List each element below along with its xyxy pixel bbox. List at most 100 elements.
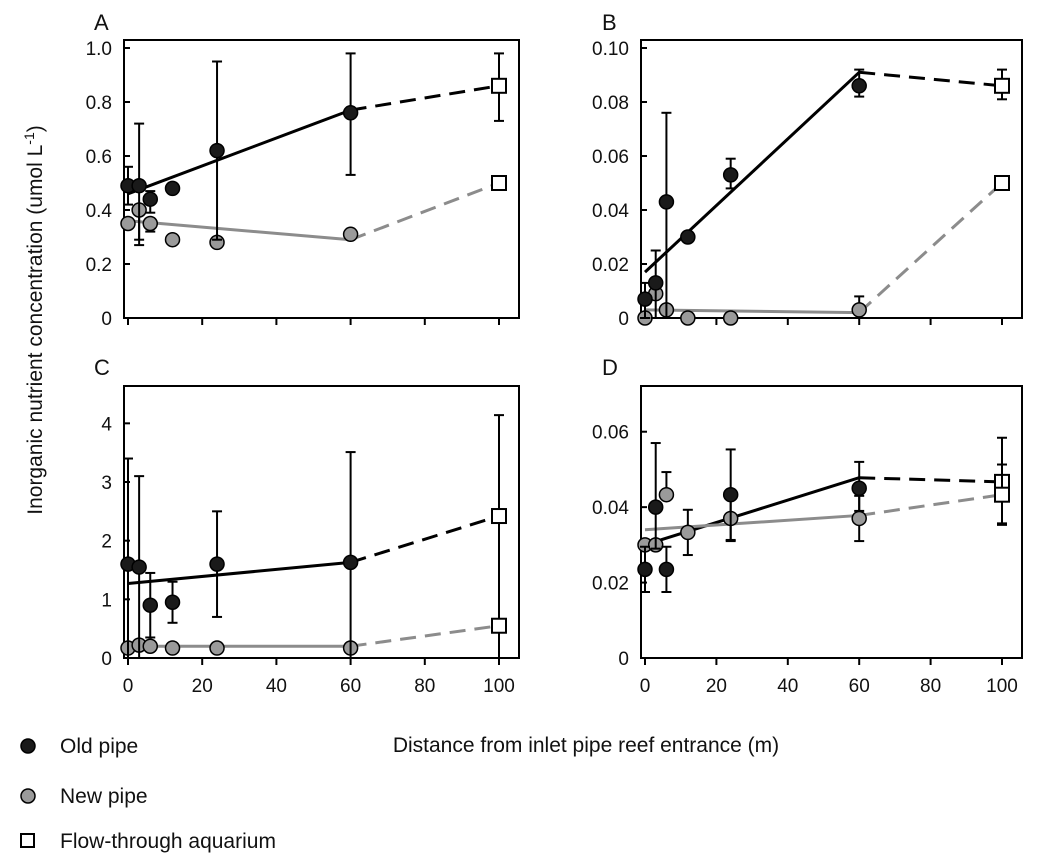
panel-letter-a: A (94, 10, 109, 35)
old-pipe-trend-line (127, 560, 351, 585)
aquarium-series (491, 52, 507, 191)
legend-old-pipe-marker (20, 738, 36, 754)
old-pipe-trend-line (644, 476, 860, 547)
new-pipe-point (722, 310, 739, 326)
aquarium-point (491, 617, 507, 634)
new-pipe-point (142, 638, 159, 655)
panel-a: A 0 0.2 0.4 0.6 0.8 1.0 (86, 10, 520, 330)
legend-new-pipe-label: New pipe (60, 785, 148, 808)
y-axis-title: Inorganic nutrient concentration (umol L… (21, 125, 47, 515)
old-pipe-point (164, 594, 181, 611)
y-tick-label: 0.6 (86, 147, 112, 168)
x-tick-label: 80 (920, 676, 941, 697)
old-pipe-point (637, 561, 653, 578)
y-tick-label: 1 (101, 590, 112, 611)
y-tick-label: 4 (101, 414, 112, 435)
y-tick-label: 0.04 (592, 201, 629, 222)
plot-frame (123, 39, 520, 319)
y-tick-label: 0.8 (86, 93, 112, 114)
old-pipe-point (209, 142, 225, 159)
y-tick-label: 2 (101, 532, 112, 553)
old-pipe-point (722, 167, 739, 183)
y-axis-title-main: Inorganic nutrient concentration (umol L (24, 145, 47, 515)
y-tick-label: 1.0 (86, 39, 112, 60)
old-pipe-dashed-line (859, 476, 1003, 484)
new-pipe-point (680, 310, 696, 326)
new-pipe-point (209, 640, 225, 656)
x-tick-label: 20 (192, 676, 213, 697)
old-pipe-point (647, 499, 664, 515)
new-pipe-series (637, 285, 867, 326)
new-pipe-point (680, 524, 696, 541)
old-pipe-point (647, 275, 664, 291)
y-tick-label: 0.06 (592, 423, 629, 444)
old-pipe-point (680, 229, 696, 245)
new-pipe-point (658, 486, 675, 503)
plot-frame (640, 39, 1023, 319)
x-tick-label: 0 (640, 676, 651, 697)
old-pipe-dashed-line (859, 70, 1003, 88)
new-pipe-dashed-line (858, 493, 1003, 517)
y-tick-label: 0.06 (592, 147, 629, 168)
aquarium-point (994, 486, 1010, 503)
y-tick-label: 3 (101, 473, 112, 494)
old-pipe-trend-line (643, 71, 861, 274)
y-tick-label: 0 (618, 649, 629, 670)
old-pipe-point (637, 291, 653, 307)
plot-frame (640, 385, 1023, 659)
x-tick-label: 60 (849, 676, 870, 697)
chart-panels: A 0 0.2 0.4 0.6 0.8 1.0 B 0 0.02 0.04 0.06 0.08 0.10 C… (86, 10, 1023, 697)
new-pipe-point (120, 215, 136, 232)
panel-b: B 0 0.02 0.04 0.06 0.08 0.10 (592, 10, 1023, 330)
y-tick-label: 0.2 (86, 255, 112, 276)
x-tick-label: 40 (266, 676, 287, 697)
old-pipe-point (131, 177, 147, 194)
new-pipe-trend-line (127, 219, 351, 242)
legend-new-pipe-marker (20, 788, 36, 804)
old-pipe-point (342, 105, 359, 121)
x-tick-label: 40 (777, 676, 798, 697)
plot-frame (123, 385, 520, 659)
y-axis-title-end: ) (24, 125, 47, 132)
y-axis-title-sup: -1 (21, 132, 37, 145)
new-pipe-point (342, 226, 359, 243)
legend-aquarium-label: Flow-through aquarium (60, 830, 276, 853)
new-pipe-point (851, 510, 867, 527)
panel-letter-c: C (94, 355, 110, 380)
aquarium-series (994, 68, 1010, 191)
new-pipe-point (164, 640, 181, 656)
old-pipe-point (342, 554, 359, 571)
trend-lines (127, 514, 500, 648)
new-pipe-series (120, 202, 359, 251)
y-tick-label: 0 (101, 649, 112, 670)
y-tick-label: 0.02 (592, 255, 629, 276)
legend-aquarium-marker (20, 833, 35, 848)
x-tick-label: 100 (483, 676, 515, 697)
old-pipe-point (164, 180, 181, 197)
old-pipe-point (658, 194, 675, 210)
panel-letter-b: B (602, 10, 617, 35)
y-tick-label: 0.10 (592, 39, 629, 60)
legend-old-pipe-label: Old pipe (60, 735, 138, 758)
new-pipe-trend-line (644, 513, 860, 532)
trend-lines (127, 84, 500, 242)
new-pipe-dashed-line (350, 624, 500, 648)
old-pipe-series (120, 52, 359, 241)
aquarium-series (491, 414, 507, 659)
old-pipe-point (722, 486, 739, 503)
y-tick-label: 0 (101, 309, 112, 330)
old-pipe-point (851, 78, 867, 94)
old-pipe-series (120, 451, 359, 659)
new-pipe-point (164, 231, 181, 248)
new-pipe-point (851, 302, 867, 318)
x-tick-label: 20 (706, 676, 727, 697)
old-pipe-series (637, 68, 867, 319)
x-tick-label: 60 (340, 676, 361, 697)
aquarium-point (491, 77, 507, 94)
x-axis-title: Distance from inlet pipe reef entrance (… (393, 734, 779, 757)
aquarium-series (994, 436, 1010, 526)
old-pipe-series (637, 442, 867, 593)
old-pipe-dashed-line (350, 84, 500, 112)
trend-lines (643, 70, 1004, 315)
